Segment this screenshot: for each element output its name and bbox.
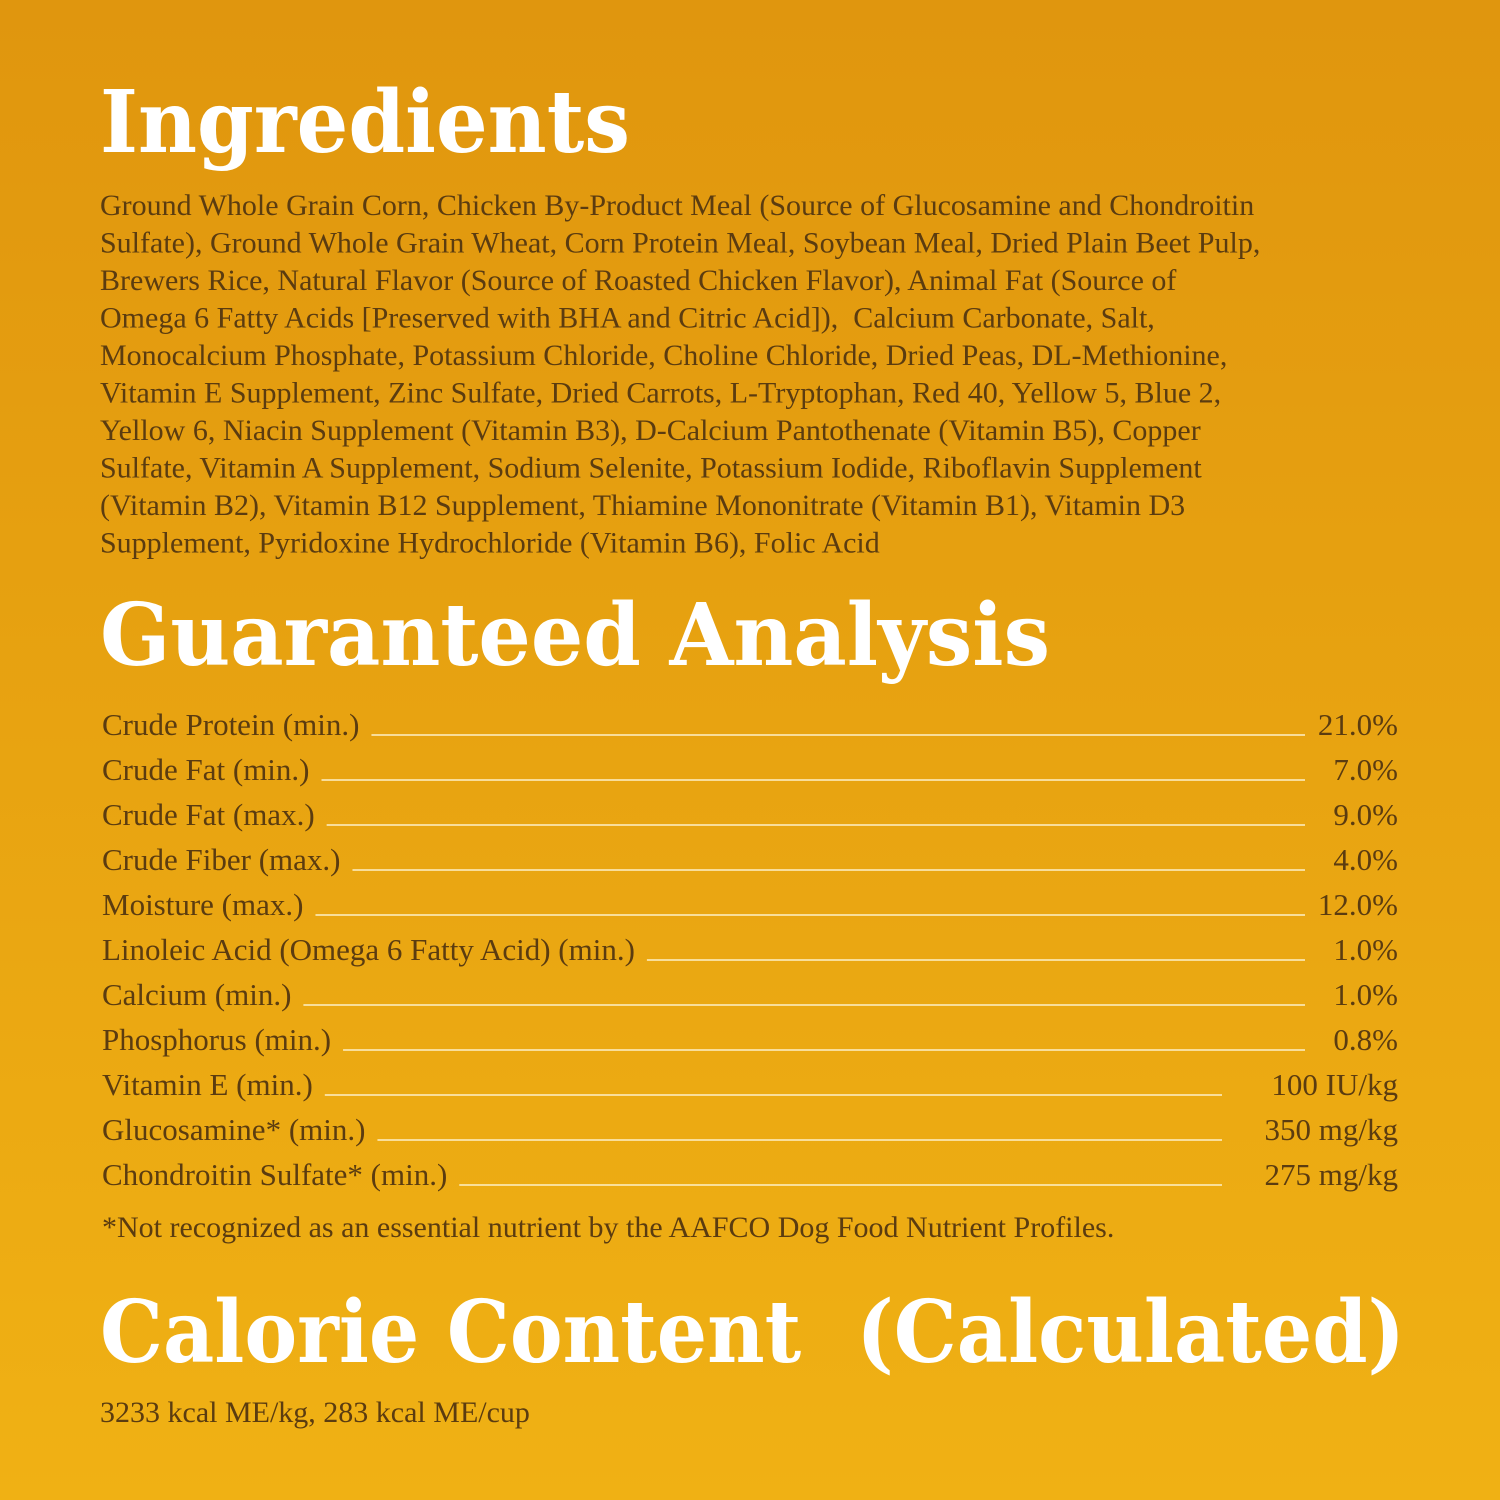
- nutrient-value: 4.0%: [1333, 842, 1398, 877]
- calorie-title: Calorie Content (Calculated): [100, 1282, 1405, 1383]
- footnote: *Not recognized as an essential nutrient…: [102, 1211, 1114, 1244]
- nutrient-value: 21.0%: [1318, 707, 1398, 742]
- nutrient-value: 9.0%: [1333, 797, 1398, 832]
- ingredients-line: Vitamin E Supplement, Zinc Sulfate, Drie…: [100, 377, 1221, 410]
- ingredients-line: Supplement, Pyridoxine Hydrochloride (Vi…: [100, 527, 880, 560]
- nutrient-label: Crude Fiber (max.): [102, 842, 340, 877]
- nutrient-value: 275 mg/kg: [1265, 1157, 1398, 1192]
- calorie-text: 3233 kcal ME/kg, 283 kcal ME/cup: [100, 1396, 530, 1429]
- analysis-title: Guaranteed Analysis: [100, 585, 1050, 686]
- nutrient-label: Phosphorus (min.): [102, 1022, 331, 1057]
- ingredients-line: (Vitamin B2), Vitamin B12 Supplement, Th…: [100, 489, 1185, 522]
- ingredients-line: Brewers Rice, Natural Flavor (Source of …: [100, 264, 1176, 297]
- nutrient-label: Crude Fat (max.): [102, 797, 315, 832]
- ingredients-title: Ingredients: [100, 72, 630, 173]
- ingredients-line: Ground Whole Grain Corn, Chicken By-Prod…: [100, 189, 1254, 222]
- nutrient-value: 0.8%: [1333, 1022, 1398, 1057]
- analysis-table: Crude Protein (min.) 21.0% Crude Fat (min.…: [102, 707, 1398, 1192]
- nutrient-label: Vitamin E (min.): [102, 1067, 313, 1102]
- ingredients-line: Sulfate, Vitamin A Supplement, Sodium Se…: [100, 452, 1202, 485]
- nutrient-label: Chondroitin Sulfate* (min.): [102, 1157, 447, 1192]
- nutrient-label: Linoleic Acid (Omega 6 Fatty Acid) (min.…: [102, 932, 635, 967]
- nutrient-value: 12.0%: [1318, 887, 1398, 922]
- nutrient-value: 100 IU/kg: [1271, 1067, 1398, 1102]
- ingredients-line: Sulfate), Ground Whole Grain Wheat, Corn…: [100, 227, 1260, 260]
- nutrient-label: Moisture (max.): [102, 887, 303, 922]
- nutrient-label: Crude Fat (min.): [102, 752, 310, 787]
- nutrient-label: Calcium (min.): [102, 977, 291, 1012]
- ingredients-line: Monocalcium Phosphate, Potassium Chlorid…: [100, 339, 1227, 372]
- nutrient-value: 350 mg/kg: [1265, 1112, 1398, 1147]
- ingredients-line: Omega 6 Fatty Acids [Preserved with BHA …: [100, 302, 1155, 335]
- nutrient-value: 7.0%: [1333, 752, 1398, 787]
- ingredients-text: Ground Whole Grain Corn, Chicken By-Prod…: [100, 189, 1260, 560]
- nutrient-value: 1.0%: [1333, 977, 1398, 1012]
- nutrient-value: 1.0%: [1333, 932, 1398, 967]
- ingredients-line: Yellow 6, Niacin Supplement (Vitamin B3)…: [100, 414, 1201, 447]
- nutrient-label: Glucosamine* (min.): [102, 1112, 365, 1147]
- nutrient-label: Crude Protein (min.): [102, 707, 359, 742]
